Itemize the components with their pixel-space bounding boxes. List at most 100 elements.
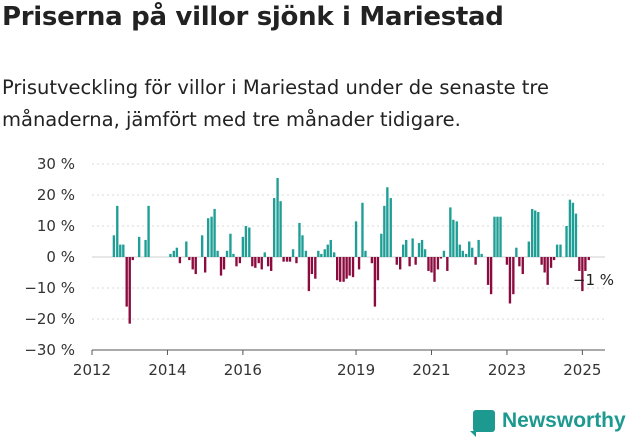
bar <box>320 253 323 257</box>
newsworthy-logo-icon <box>470 410 495 437</box>
bar <box>225 250 229 257</box>
bar <box>207 218 210 257</box>
bar <box>552 257 556 261</box>
bar <box>546 257 549 285</box>
bar <box>169 253 172 257</box>
bar <box>455 221 458 257</box>
bar <box>574 213 578 257</box>
bar <box>399 257 402 270</box>
bar <box>549 257 553 268</box>
bar <box>439 257 443 259</box>
bar <box>119 244 122 257</box>
bar <box>263 252 266 257</box>
bar <box>210 216 213 257</box>
bar <box>310 257 314 275</box>
bar <box>273 198 276 257</box>
bar <box>370 257 374 264</box>
bar <box>345 257 348 279</box>
bar <box>339 257 342 282</box>
bar <box>137 236 141 257</box>
bar <box>386 187 389 257</box>
newsworthy-logo: Newsworthy <box>470 405 626 437</box>
bar <box>380 233 383 257</box>
bar <box>229 233 232 257</box>
bar <box>587 257 590 261</box>
bar <box>191 257 194 270</box>
bar <box>317 250 320 257</box>
bar <box>584 257 587 271</box>
bar <box>332 252 336 257</box>
bar <box>361 202 364 257</box>
bar <box>376 257 380 281</box>
latest-value-annotation: −1 % <box>573 271 614 289</box>
bar <box>144 239 147 257</box>
bar <box>238 257 242 264</box>
chart-subtitle: Prisutveckling för villor i Mariestad un… <box>2 76 550 131</box>
bar <box>436 257 440 270</box>
bar <box>348 257 351 276</box>
bar <box>515 247 518 257</box>
x-tick-label: 2019 <box>337 361 375 379</box>
bar <box>480 253 483 257</box>
bar <box>461 250 464 257</box>
bar <box>408 257 411 267</box>
bar <box>203 257 207 273</box>
bar <box>351 257 355 278</box>
bar <box>433 257 436 282</box>
bar <box>411 238 414 257</box>
bar <box>521 257 524 275</box>
bar <box>414 257 417 265</box>
bar <box>200 235 204 257</box>
bar <box>518 257 521 267</box>
bar <box>383 205 386 257</box>
bar <box>442 250 446 257</box>
bar <box>354 221 358 257</box>
x-tick-label: 2023 <box>488 361 526 379</box>
bar <box>260 257 263 270</box>
bar <box>417 243 421 257</box>
bar <box>213 208 216 257</box>
bar <box>172 250 176 257</box>
bar <box>512 257 515 295</box>
bar <box>269 257 273 271</box>
bar <box>251 257 254 267</box>
bar <box>489 257 493 295</box>
bar <box>578 257 581 271</box>
bar <box>304 250 308 257</box>
bar <box>216 250 219 257</box>
bar <box>555 244 559 257</box>
bar <box>125 257 128 307</box>
bar <box>279 201 282 257</box>
brand-name: Newsworthy <box>502 409 626 432</box>
bar <box>122 244 125 257</box>
bar <box>565 226 568 257</box>
bar <box>402 244 405 257</box>
bar <box>496 216 499 257</box>
bar <box>474 257 477 265</box>
bar <box>465 253 468 257</box>
bar <box>185 241 188 257</box>
y-tick-label: 0 % <box>46 248 75 266</box>
bar <box>295 257 298 264</box>
bar <box>257 257 260 264</box>
bar <box>188 257 191 261</box>
bar <box>112 235 116 257</box>
bar <box>116 205 119 257</box>
bar <box>486 257 490 285</box>
bar <box>131 257 134 261</box>
bar <box>323 249 326 257</box>
bar <box>531 208 534 257</box>
bar <box>266 257 270 267</box>
bar <box>282 257 285 262</box>
bar <box>559 244 562 257</box>
bar <box>493 216 496 257</box>
bar <box>373 257 377 307</box>
bar <box>244 226 248 257</box>
bar <box>357 257 361 270</box>
bar <box>298 222 301 257</box>
bar <box>389 198 392 257</box>
bar <box>427 257 430 271</box>
bar <box>285 257 289 262</box>
bar <box>248 227 251 257</box>
